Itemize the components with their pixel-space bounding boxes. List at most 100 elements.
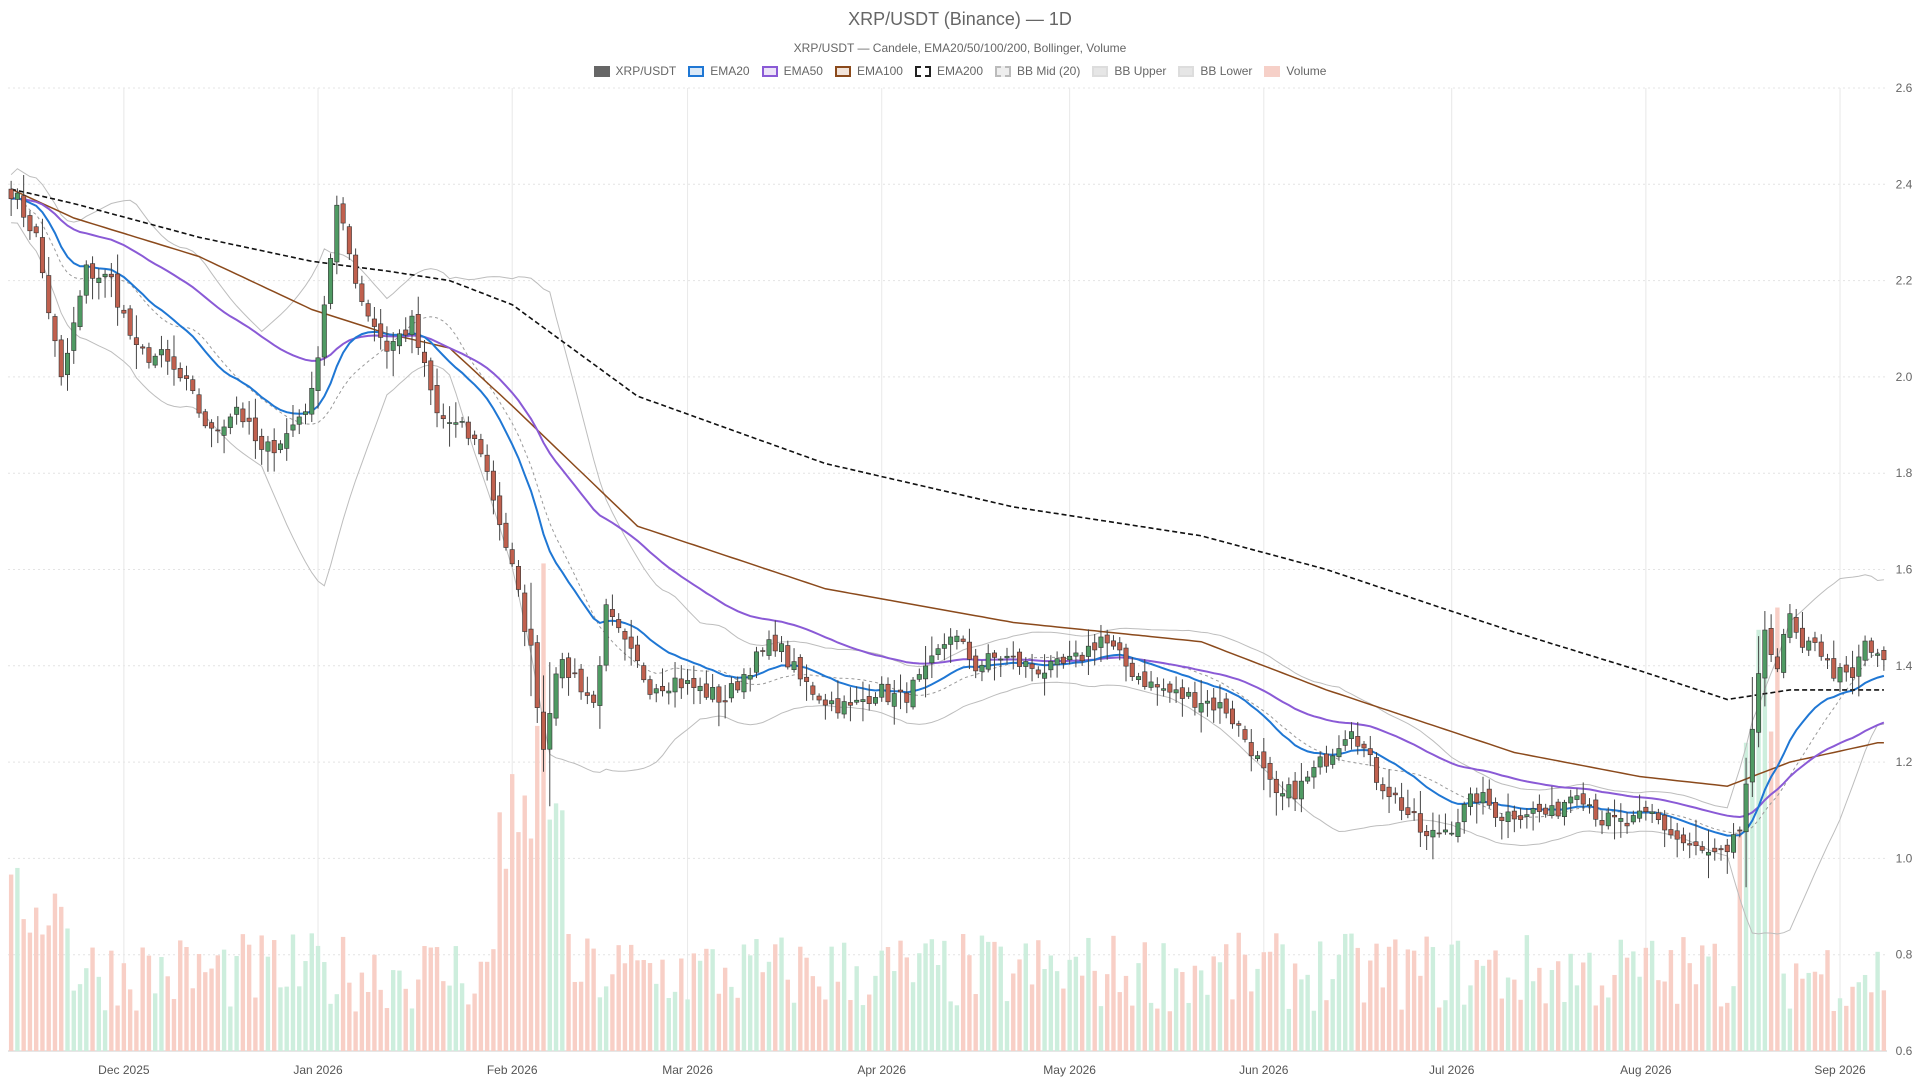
x-tick-label: Jul 2026	[1429, 1063, 1475, 1077]
volume-bar	[885, 947, 891, 1051]
candle-body	[1255, 755, 1261, 759]
candle-body	[597, 665, 603, 706]
volume-bar	[986, 941, 991, 1051]
volume-bar	[215, 955, 221, 1051]
volume-bar	[741, 944, 747, 1051]
legend-item[interactable]: EMA20	[688, 64, 750, 78]
candle-body	[678, 678, 684, 689]
volume-bar	[428, 947, 433, 1051]
candle-body	[609, 609, 615, 617]
volume-bar	[935, 965, 941, 1051]
legend-item[interactable]: BB Upper	[1092, 64, 1166, 78]
volume-bar	[1581, 962, 1586, 1051]
legend-item[interactable]: BB Mid (20)	[995, 64, 1080, 78]
volume-bar	[77, 984, 83, 1051]
candle-body	[1367, 748, 1373, 756]
candle-body	[829, 700, 835, 705]
y-tick-label: 1.0	[1896, 851, 1913, 865]
candle-body	[722, 700, 728, 703]
legend-label: Volume	[1286, 64, 1327, 78]
candle-body	[209, 422, 215, 429]
candle-body	[785, 645, 791, 668]
volume-bar	[1217, 962, 1223, 1051]
candle-body	[102, 273, 108, 277]
candle-body	[1374, 757, 1380, 783]
volume-bar	[140, 947, 145, 1051]
volume-bar	[1192, 965, 1198, 1051]
candle-body	[998, 658, 1004, 661]
legend-item[interactable]: XRP/USDT	[593, 64, 676, 78]
candle-body	[1267, 763, 1273, 780]
candle-body	[804, 676, 810, 682]
volume-bar	[1011, 973, 1016, 1051]
volume-bar	[1155, 1008, 1160, 1051]
volume-bar	[722, 967, 728, 1051]
volume-bar	[798, 946, 803, 1051]
volume-bar	[610, 974, 615, 1051]
candle-body	[158, 349, 164, 356]
volume-bar	[1198, 970, 1204, 1051]
volume-bar	[754, 939, 759, 1051]
candle-body	[1361, 743, 1367, 749]
candle-body	[1762, 629, 1768, 679]
legend-item[interactable]: BB Lower	[1178, 64, 1252, 78]
candle-body	[1430, 829, 1436, 838]
volume-bar	[566, 933, 571, 1051]
volume-bar	[578, 981, 584, 1051]
candle-body	[559, 659, 565, 679]
candle-body	[215, 429, 221, 432]
candle-body	[835, 698, 841, 714]
volume-bar	[146, 955, 152, 1051]
x-tick-label: Sep 2026	[1814, 1063, 1866, 1077]
volume-bar	[228, 1006, 233, 1051]
candle-body	[653, 688, 659, 694]
ema100-line	[10, 188, 1884, 787]
volume-bar	[178, 940, 183, 1051]
volume-bar	[403, 988, 408, 1051]
legend-item[interactable]: EMA100	[834, 64, 903, 78]
candle-body	[8, 188, 14, 200]
candle-body	[384, 340, 390, 352]
volume-bar	[372, 954, 377, 1051]
volume-bar	[328, 1003, 333, 1051]
volume-bar	[879, 950, 884, 1051]
volume-bar	[121, 963, 127, 1051]
candle-body	[697, 685, 703, 692]
volume-bar	[1505, 977, 1511, 1051]
volume-bar	[1236, 932, 1241, 1051]
candle-body	[422, 351, 428, 363]
volume-bar	[1117, 992, 1122, 1051]
volume-bar	[591, 948, 596, 1051]
candle-body	[1499, 816, 1505, 821]
volume-bar	[1462, 1004, 1467, 1051]
candle-body	[1505, 811, 1511, 822]
volume-bar	[40, 934, 45, 1051]
volume-bar	[1017, 959, 1022, 1051]
candle-body	[879, 683, 885, 698]
volume-bar	[917, 953, 922, 1051]
volume-bar	[459, 983, 465, 1051]
volume-bar	[21, 919, 26, 1051]
candle-body	[553, 673, 559, 719]
legend-item[interactable]: EMA200	[914, 64, 983, 78]
volume-bar	[359, 972, 365, 1051]
volume-bar	[1386, 946, 1392, 1051]
volume-bar	[1136, 963, 1141, 1051]
y-tick-label: 1.6	[1896, 563, 1913, 577]
legend-item[interactable]: Volume	[1264, 64, 1326, 78]
volume-bar	[503, 868, 509, 1051]
candle-body	[547, 713, 553, 750]
legend-swatch	[1178, 65, 1195, 77]
candle-body	[1023, 661, 1029, 667]
volume-bar	[391, 970, 396, 1051]
candle-body	[1236, 723, 1242, 726]
volume-bar	[1768, 731, 1774, 1051]
legend-item[interactable]: EMA50	[761, 64, 823, 78]
volume-bar	[315, 945, 321, 1051]
bb-upper-line	[10, 168, 1884, 809]
x-tick-label: Apr 2026	[857, 1063, 906, 1077]
legend-swatch	[834, 65, 851, 77]
candle-body	[52, 316, 58, 342]
candle-body	[328, 258, 334, 304]
volume-bar	[196, 954, 202, 1051]
